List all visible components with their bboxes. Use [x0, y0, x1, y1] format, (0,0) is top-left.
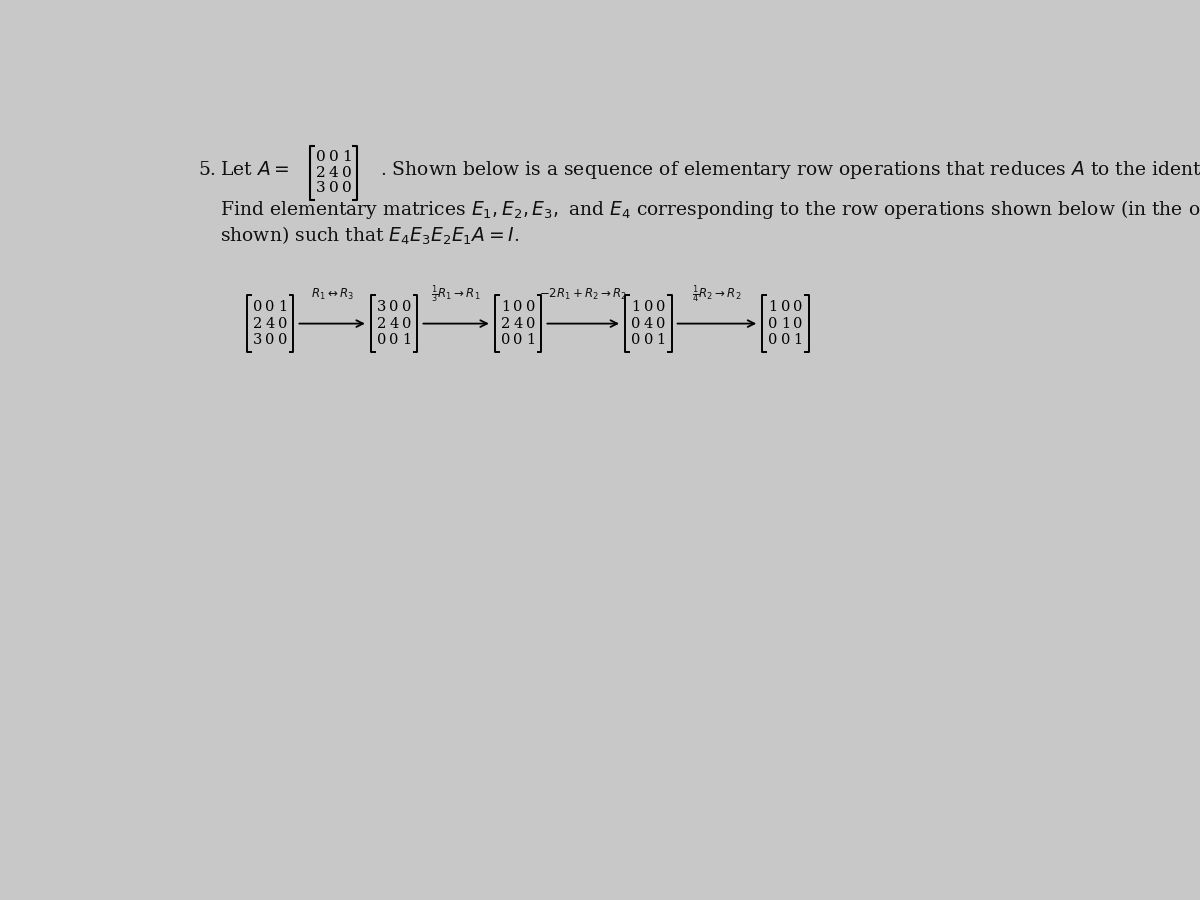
Text: 4: 4: [514, 317, 523, 330]
Text: 0: 0: [316, 150, 325, 165]
Text: 0: 0: [253, 301, 263, 314]
Text: 3: 3: [253, 333, 263, 346]
Text: 0: 0: [342, 181, 352, 195]
Text: 0: 0: [768, 317, 778, 330]
Text: 0: 0: [329, 181, 338, 195]
Text: $\frac{1}{4}R_2 \rightarrow R_2$: $\frac{1}{4}R_2 \rightarrow R_2$: [692, 284, 742, 305]
Text: 4: 4: [390, 317, 398, 330]
Text: 1: 1: [502, 301, 510, 314]
Text: 0: 0: [768, 333, 778, 346]
Text: Let $A =$: Let $A =$: [220, 160, 289, 178]
Text: $R_1 \leftrightarrow R_3$: $R_1 \leftrightarrow R_3$: [311, 287, 354, 302]
Text: 0: 0: [390, 301, 398, 314]
Text: 0: 0: [402, 301, 412, 314]
Text: 1: 1: [278, 301, 287, 314]
Text: 2: 2: [377, 317, 386, 330]
Text: 0: 0: [526, 301, 535, 314]
Text: 3: 3: [316, 181, 325, 195]
Text: 1: 1: [781, 317, 790, 330]
Text: 1: 1: [768, 301, 778, 314]
Text: 0: 0: [631, 317, 641, 330]
Text: Find elementary matrices $E_1, E_2, E_3,$ and $E_4$ corresponding to the row ope: Find elementary matrices $E_1, E_2, E_3,…: [220, 198, 1200, 221]
Text: 0: 0: [390, 333, 398, 346]
Text: 0: 0: [526, 317, 535, 330]
Text: 4: 4: [329, 166, 338, 180]
Text: 0: 0: [377, 333, 386, 346]
Text: 0: 0: [514, 333, 523, 346]
Text: 0: 0: [631, 333, 641, 346]
Text: 0: 0: [793, 301, 803, 314]
Text: $\frac{1}{3}R_1 \rightarrow R_1$: $\frac{1}{3}R_1 \rightarrow R_1$: [431, 284, 481, 305]
Text: 0: 0: [278, 317, 287, 330]
Text: 4: 4: [265, 317, 275, 330]
Text: 2: 2: [502, 317, 510, 330]
Text: 1: 1: [793, 333, 803, 346]
Text: shown) such that $E_4E_3E_2E_1A = I$.: shown) such that $E_4E_3E_2E_1A = I$.: [220, 225, 520, 247]
Text: 3: 3: [377, 301, 386, 314]
Text: 0: 0: [643, 301, 653, 314]
Text: 0: 0: [265, 301, 275, 314]
Text: 0: 0: [278, 333, 287, 346]
Text: 0: 0: [514, 301, 523, 314]
Text: 2: 2: [253, 317, 263, 330]
Text: 5.: 5.: [198, 160, 216, 178]
Text: 1: 1: [631, 301, 641, 314]
Text: . Shown below is a sequence of elementary row operations that reduces $A$ to the: . Shown below is a sequence of elementar…: [380, 158, 1200, 181]
Text: 0: 0: [793, 317, 803, 330]
Text: 2: 2: [316, 166, 325, 180]
Text: 4: 4: [643, 317, 653, 330]
Text: 0: 0: [781, 301, 790, 314]
Text: $-2R_1 + R_2 \rightarrow R_2$: $-2R_1 + R_2 \rightarrow R_2$: [539, 287, 628, 302]
Text: 0: 0: [502, 333, 510, 346]
Text: 0: 0: [342, 166, 352, 180]
Text: 1: 1: [342, 150, 352, 165]
Text: 0: 0: [265, 333, 275, 346]
Text: 0: 0: [656, 301, 666, 314]
Text: 0: 0: [643, 333, 653, 346]
Text: 0: 0: [656, 317, 666, 330]
Text: 1: 1: [402, 333, 412, 346]
Text: 0: 0: [329, 150, 338, 165]
Text: 1: 1: [526, 333, 535, 346]
Text: 1: 1: [656, 333, 665, 346]
Text: 0: 0: [402, 317, 412, 330]
Text: 0: 0: [781, 333, 790, 346]
